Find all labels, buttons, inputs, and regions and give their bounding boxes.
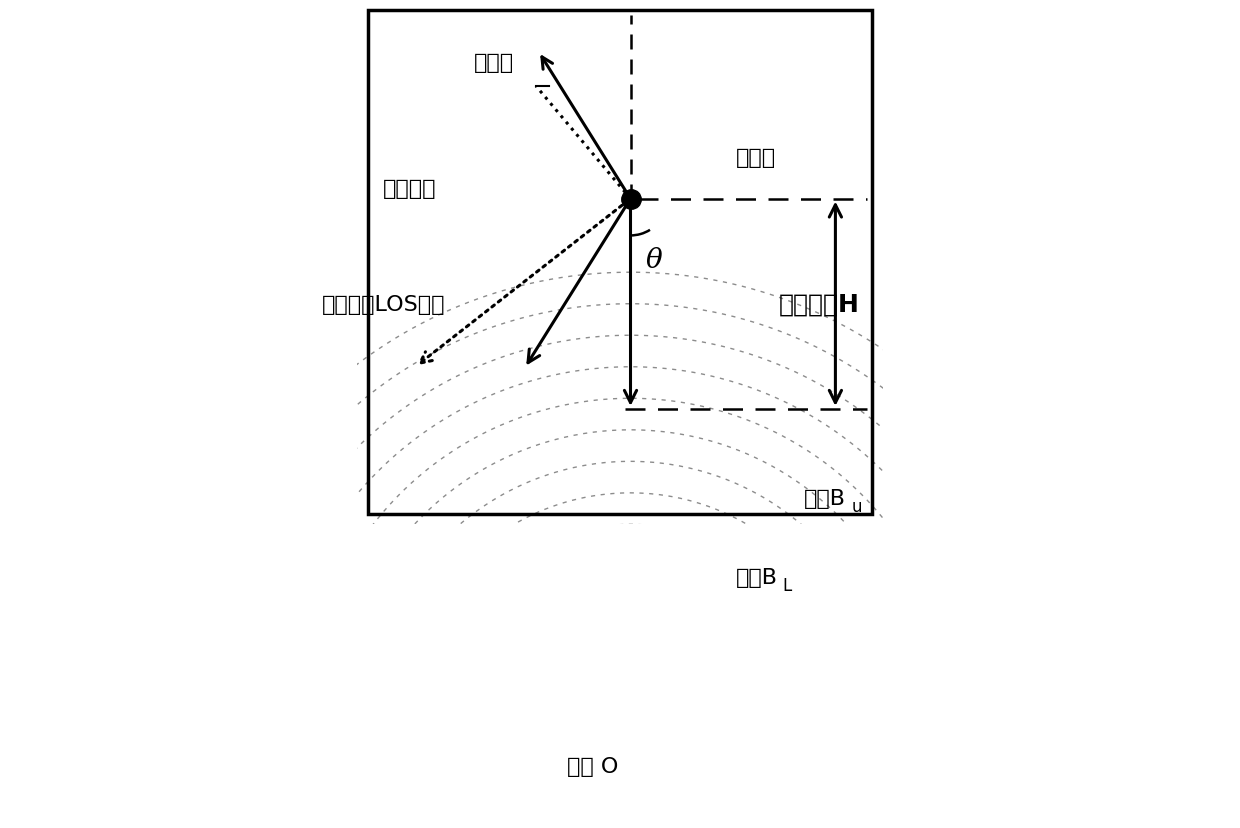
- Text: 观测点: 观测点: [735, 147, 776, 167]
- Text: 海拔高度H: 海拔高度H: [779, 292, 861, 316]
- Text: θ: θ: [646, 247, 662, 273]
- Text: 底层B: 底层B: [735, 567, 777, 587]
- Text: u: u: [851, 498, 862, 515]
- Text: 天底方向: 天底方向: [383, 179, 436, 199]
- Text: 观测角: 观测角: [474, 53, 513, 73]
- Text: 顶层B: 顶层B: [804, 489, 846, 508]
- Text: 地心 O: 地心 O: [568, 756, 619, 776]
- Text: L: L: [782, 576, 792, 594]
- Text: 观测视线LOS方向: 观测视线LOS方向: [322, 295, 445, 315]
